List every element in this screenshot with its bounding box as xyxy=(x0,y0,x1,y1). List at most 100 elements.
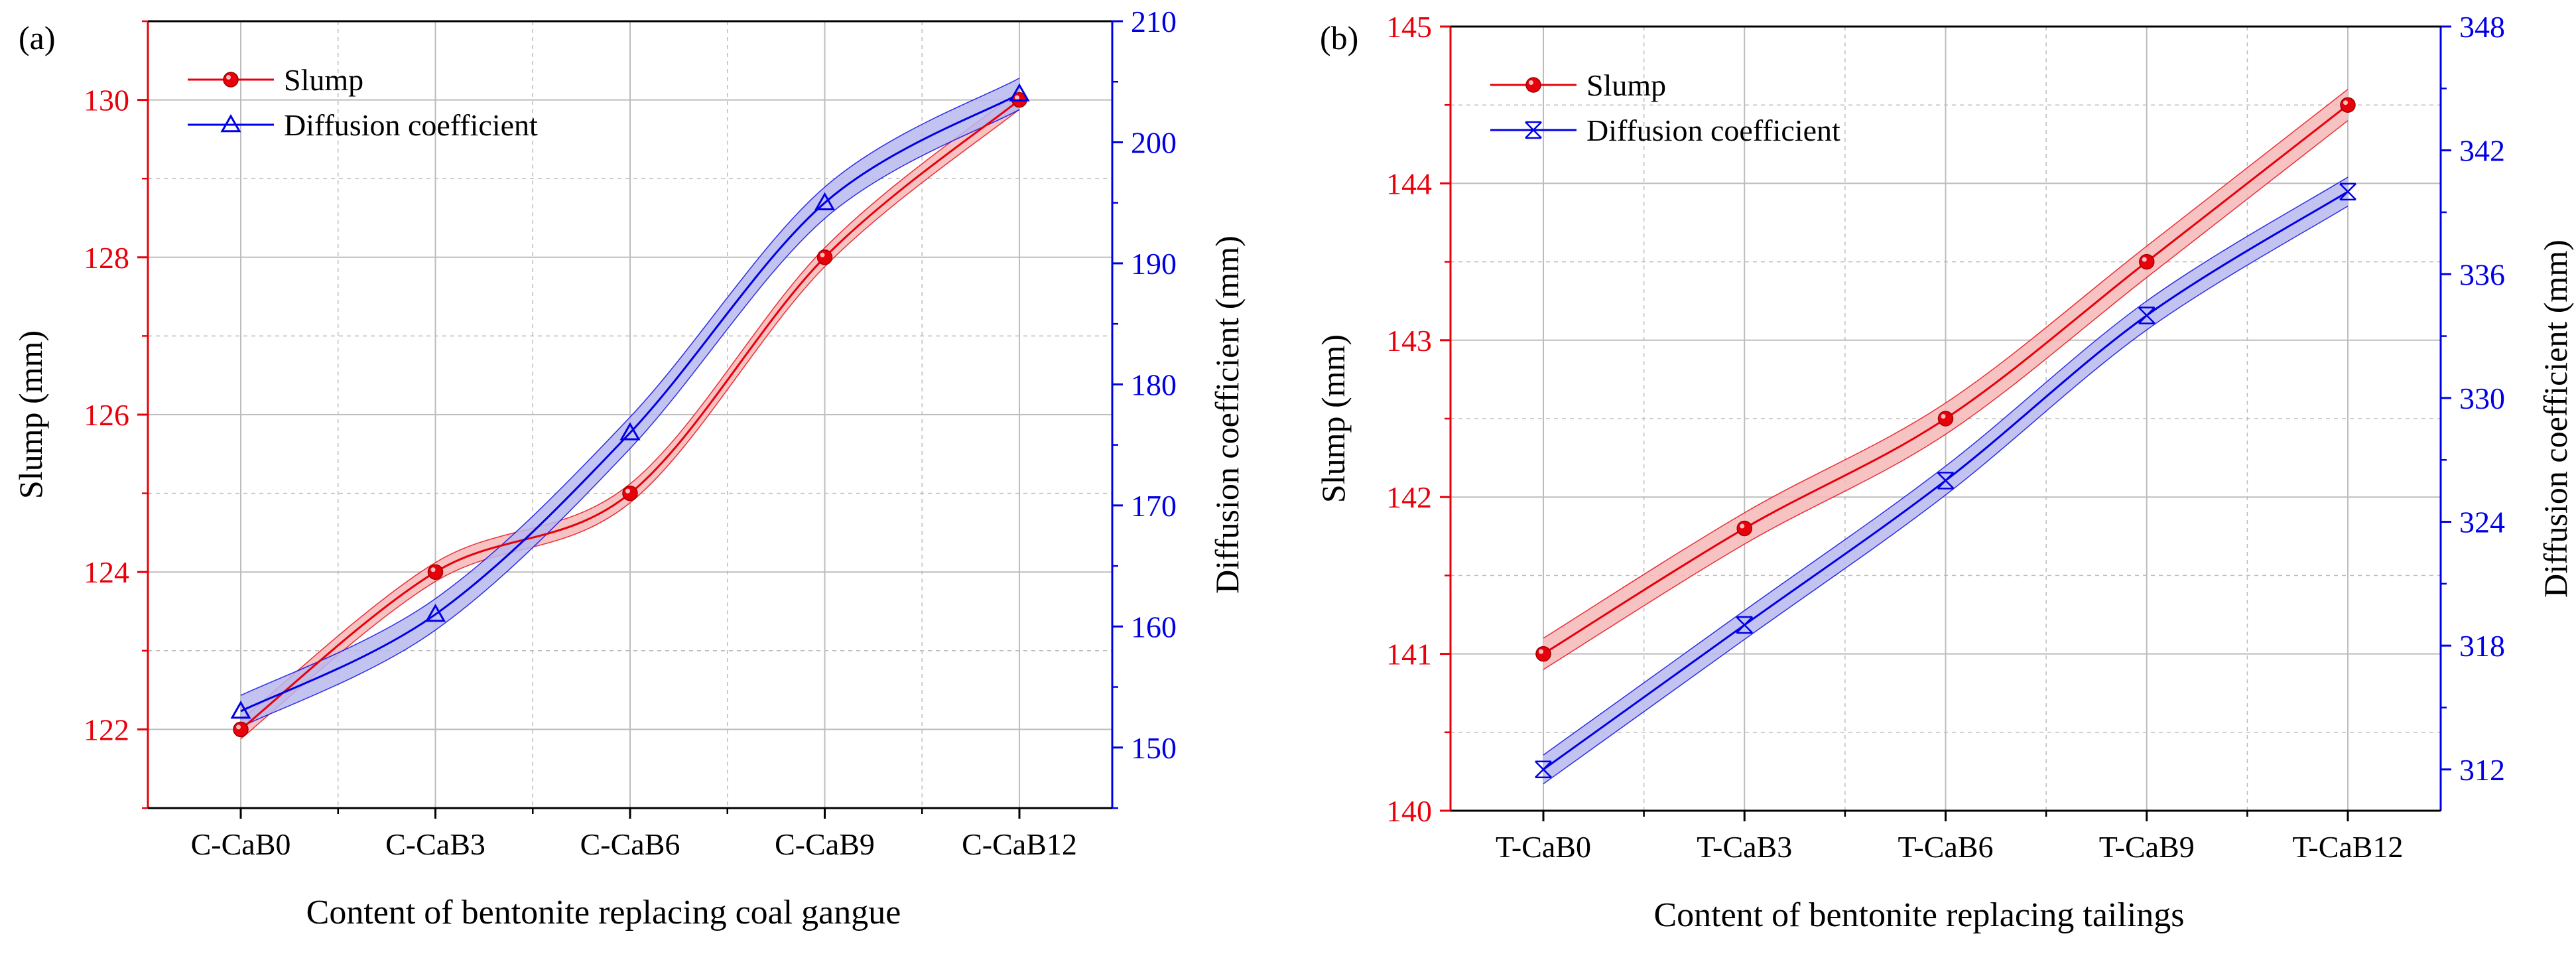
slump-marker-2 xyxy=(1937,411,1954,427)
slump-point-0 xyxy=(233,721,249,738)
x-tick-label: C-CaB3 xyxy=(385,827,485,861)
legend-marker-1 xyxy=(1525,121,1542,139)
diffusion-marker-0 xyxy=(230,701,251,719)
slump-marker-3-highlight xyxy=(820,252,825,257)
slump-band-lower-edge xyxy=(1543,120,2349,670)
slump-marker-2-highlight xyxy=(625,488,630,494)
slump-point-1 xyxy=(427,564,444,580)
left-tick-label: 124 xyxy=(84,555,129,589)
diffusion-marker-2 xyxy=(619,422,641,441)
x-tick-label: T-CaB12 xyxy=(2293,830,2404,864)
diffusion-point-4 xyxy=(2339,182,2356,201)
panel-a-legend: Slump Diffusion coefficient xyxy=(188,63,538,142)
left-tick-label: 122 xyxy=(84,713,129,746)
diffusion-band-lower-edge xyxy=(240,109,1020,728)
x-tick-label: T-CaB3 xyxy=(1697,830,1792,864)
panel-b-legend: Slump Diffusion coefficient xyxy=(1490,68,1840,147)
slump-marker-1-highlight xyxy=(1740,523,1745,529)
diffusion-point-1 xyxy=(1736,616,1754,634)
slump-marker-4 xyxy=(2340,97,2356,113)
x-tick-label: C-CaB9 xyxy=(775,827,875,861)
legend-slump-marker xyxy=(223,72,239,88)
panel-a-ylabel-right: Diffusion coefficient (mm) xyxy=(1208,236,1246,594)
right-tick-label: 330 xyxy=(2459,381,2505,415)
legend-diffusion-label: Diffusion coefficient xyxy=(1586,113,1840,147)
slump-marker-0 xyxy=(1535,646,1551,662)
diffusion-marker-2 xyxy=(1937,472,1955,490)
x-tick-label: C-CaB12 xyxy=(962,827,1077,861)
slump-point-0 xyxy=(1535,646,1551,662)
slump-marker-2-highlight xyxy=(1941,414,1946,419)
slump-marker-0-highlight xyxy=(236,724,241,730)
panel-b-label: (b) xyxy=(1320,19,1358,56)
panel-a-grid xyxy=(148,21,1112,808)
panel-a: (a) 122 124 126 128 130 150 160 170 180 190 200 210… xyxy=(12,5,1246,931)
left-tick-label: 126 xyxy=(84,398,129,432)
right-tick-label: 150 xyxy=(1131,731,1177,765)
left-tick-label: 140 xyxy=(1386,794,1432,828)
legend-marker-1 xyxy=(220,113,241,133)
left-tick-label: 145 xyxy=(1386,10,1432,44)
slump-marker-4-highlight xyxy=(1015,95,1019,100)
right-tick-label: 342 xyxy=(2459,134,2505,168)
x-tick-label: C-CaB0 xyxy=(191,827,291,861)
diffusion-point-1 xyxy=(424,604,446,622)
slump-point-3 xyxy=(2139,253,2155,270)
legend-marker-0 xyxy=(223,72,239,88)
right-tick-label: 348 xyxy=(2459,10,2505,44)
diffusion-marker-0 xyxy=(1535,760,1552,779)
right-tick-label: 200 xyxy=(1131,125,1177,159)
slump-point-1 xyxy=(1736,520,1752,537)
slump-point-2 xyxy=(622,485,638,502)
diffusion-point-2 xyxy=(619,422,641,441)
right-tick-label: 324 xyxy=(2459,506,2505,539)
slump-marker-3 xyxy=(2139,253,2155,270)
left-tick-label: 143 xyxy=(1386,324,1432,358)
panel-b-xlabel: Content of bentonite replacing tailings xyxy=(1653,896,2184,934)
right-tick-label: 318 xyxy=(2459,629,2505,663)
legend-diffusion-label: Diffusion coefficient xyxy=(284,108,538,142)
slump-point-2 xyxy=(1937,411,1954,427)
x-tick-label: C-CaB6 xyxy=(580,827,680,861)
diffusion-marker-4 xyxy=(1009,83,1030,102)
slump-point-4 xyxy=(2340,97,2356,113)
slump-band-upper-edge xyxy=(240,90,1020,720)
diffusion-point-4 xyxy=(1009,83,1030,102)
x-tick-label: T-CaB6 xyxy=(1898,830,1994,864)
right-tick-label: 312 xyxy=(2459,753,2505,787)
x-tick-label: T-CaB9 xyxy=(2099,830,2195,864)
legend-marker-0 xyxy=(1525,77,1541,93)
legend-marker-0-highlight xyxy=(226,75,231,80)
left-tick-label: 142 xyxy=(1386,480,1432,514)
slump-marker-1-highlight xyxy=(430,567,436,573)
panel-a-xlabel: Content of bentonite replacing coal gang… xyxy=(306,894,901,931)
diffusion-point-3 xyxy=(814,192,836,210)
right-tick-label: 180 xyxy=(1131,368,1177,401)
panel-b: (b) 140 141 142 143 144 145 312 318 324 330 336 342… xyxy=(1315,10,2574,934)
legend-slump-marker xyxy=(1525,77,1541,93)
slump-marker-0 xyxy=(233,721,249,738)
slump-marker-2 xyxy=(622,485,638,502)
diffusion-band-upper-edge xyxy=(1543,176,2349,756)
diffusion-point-2 xyxy=(1937,472,1955,490)
left-tick-label: 144 xyxy=(1386,167,1432,200)
panel-b-ylabel-right: Diffusion coefficient (mm) xyxy=(2537,240,2574,598)
diffusion-line xyxy=(240,93,1020,713)
legend-slump-label: Slump xyxy=(1586,68,1666,102)
diffusion-point-0 xyxy=(230,701,251,719)
diffusion-marker-4 xyxy=(2339,182,2356,201)
legend-diffusion-marker xyxy=(220,113,241,133)
right-tick-label: 336 xyxy=(2459,257,2505,291)
x-tick-label: T-CaB0 xyxy=(1496,830,1591,864)
diffusion-point-3 xyxy=(2138,307,2156,324)
panel-a-ylabel-left: Slump (mm) xyxy=(12,330,49,499)
slump-marker-3-highlight xyxy=(2142,257,2147,262)
slump-marker-4-highlight xyxy=(2343,100,2348,105)
slump-marker-1 xyxy=(427,564,444,580)
slump-point-3 xyxy=(816,249,833,265)
diffusion-marker-3 xyxy=(814,192,836,210)
right-tick-label: 160 xyxy=(1131,610,1177,644)
diffusion-marker-1 xyxy=(424,604,446,622)
right-tick-label: 210 xyxy=(1131,5,1177,38)
